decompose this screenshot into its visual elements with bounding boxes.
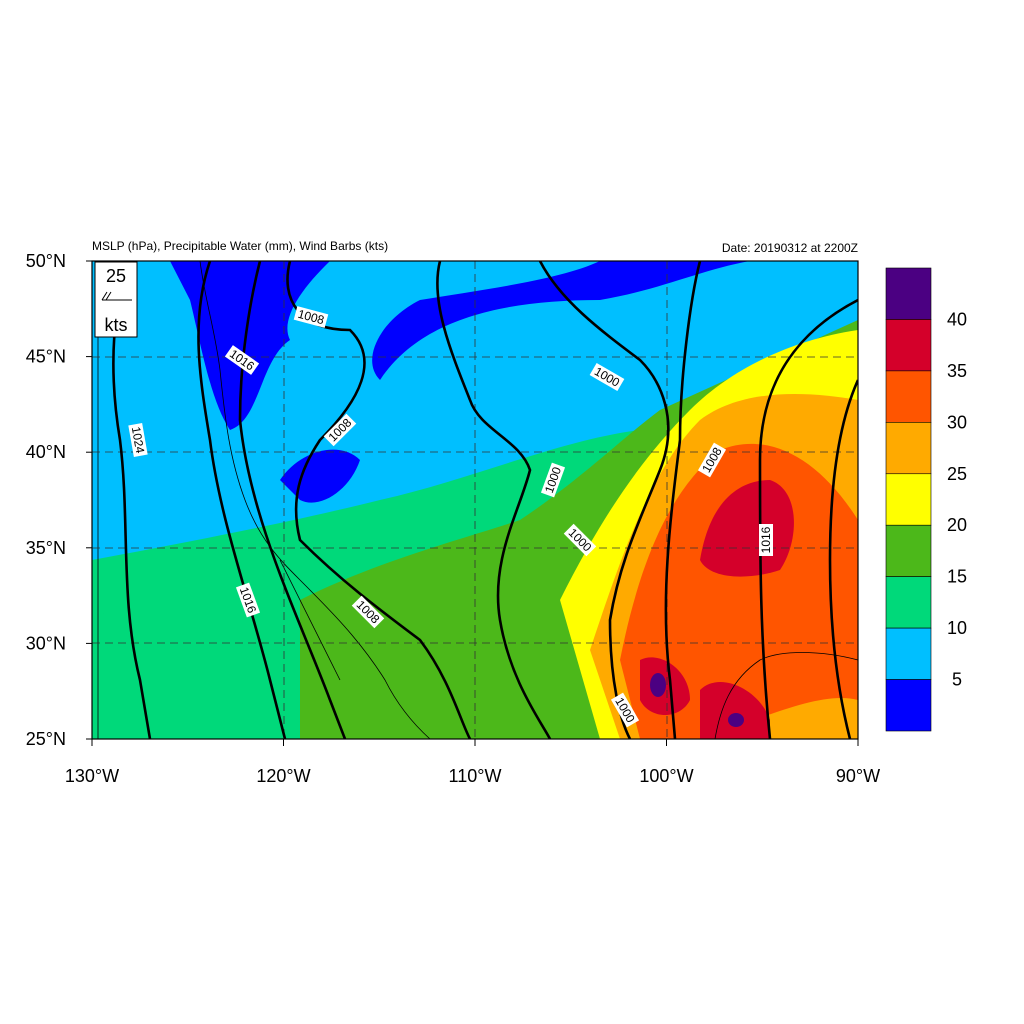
lat-label: 30°N — [26, 633, 66, 653]
lon-label: 90°W — [836, 766, 880, 786]
colorbar-box — [885, 473, 932, 526]
colorbar-box — [885, 524, 932, 577]
lat-label: 40°N — [26, 442, 66, 462]
colorbar-label: 15 — [947, 567, 967, 587]
colorbar-label: 40 — [947, 309, 967, 329]
colorbar-label: 10 — [947, 618, 967, 638]
lon-label: 120°W — [256, 766, 310, 786]
colorbar-box — [885, 370, 932, 423]
date: Date: 20190312 at 2200Z — [722, 241, 858, 255]
grid-lines — [92, 261, 858, 739]
colorbar-label: 30 — [947, 412, 967, 432]
wind-speed: 25 — [106, 266, 126, 286]
colorbar-label: 20 — [947, 515, 967, 535]
lat-label: 25°N — [26, 729, 66, 749]
lon-label: 130°W — [65, 766, 119, 786]
colorbar-label: 35 — [947, 361, 967, 381]
axes: 50°N 45°N 40°N 35°N 30°N 25°N 130°W 120°W 110°W 1… — [26, 251, 880, 786]
wind-unit: kts — [104, 315, 127, 335]
lat-label: 35°N — [26, 538, 66, 558]
contour-label: 1008 — [296, 307, 326, 328]
contour-label: 1016 — [759, 526, 773, 553]
colorbar-label: 5 — [952, 670, 962, 690]
colorbar-label: 25 — [947, 464, 967, 484]
wind-legend: 25 kts — [94, 261, 138, 338]
isobars — [111, 261, 858, 739]
contour-label: 1024 — [129, 426, 147, 455]
colorbar: 40 35 30 25 20 15 10 5 — [885, 267, 967, 732]
lat-label: 45°N — [26, 347, 66, 367]
colorbar-box — [885, 267, 932, 320]
colorbar-box — [885, 679, 932, 732]
lon-label: 110°W — [449, 766, 502, 786]
title: MSLP (hPa), Precipitable Water (mm), Win… — [92, 239, 388, 253]
lat-label: 50°N — [26, 251, 66, 271]
colorbar-box — [885, 319, 932, 372]
colorbar-box — [885, 627, 932, 680]
coastlines — [97, 260, 859, 740]
lon-label: 100°W — [639, 766, 693, 786]
colorbar-box — [885, 576, 932, 629]
colorbar-box — [885, 422, 932, 475]
